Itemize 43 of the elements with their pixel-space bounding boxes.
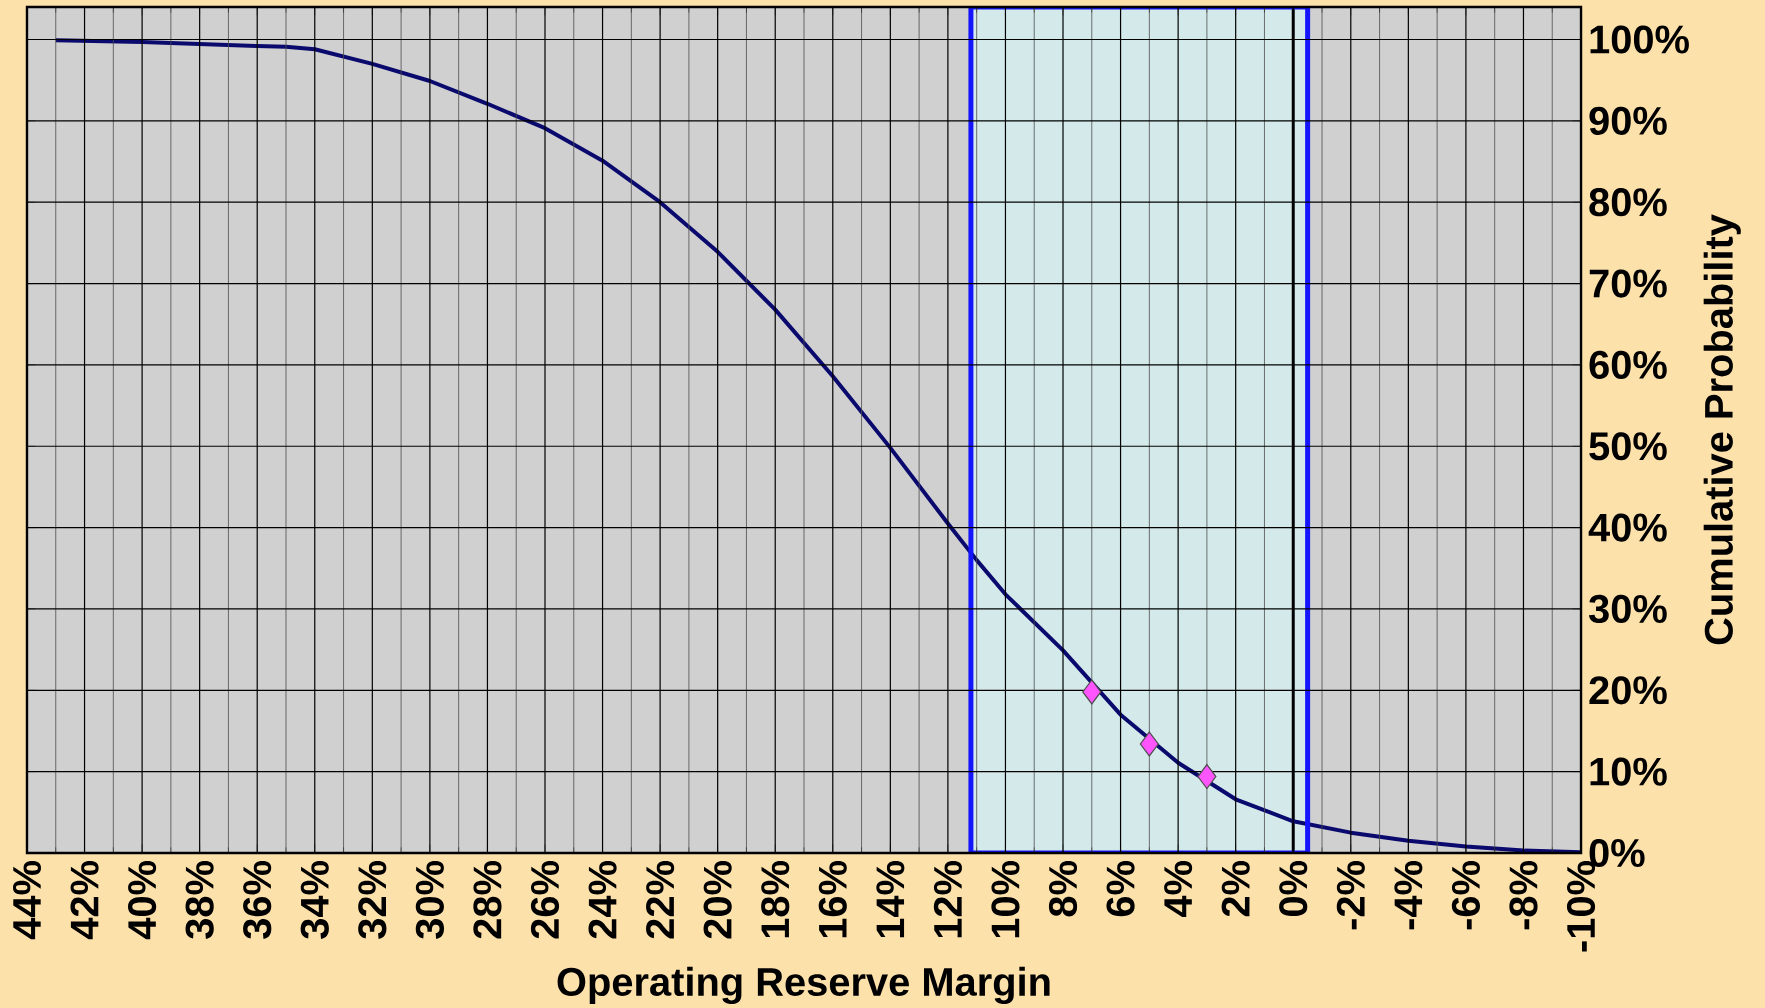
x-tick-label: 22%	[646, 861, 675, 939]
x-tick-label: -2%	[1336, 861, 1365, 930]
y-tick-label: 30%	[1588, 594, 1667, 624]
point	[1082, 679, 1102, 705]
x-axis-title: Operating Reserve Margin	[557, 966, 1050, 1005]
x-tick-label: -4%	[1394, 861, 1423, 930]
y-tick-label: 100%	[1590, 25, 1689, 54]
point	[1139, 731, 1159, 757]
x-tick-label: 32%	[358, 861, 387, 939]
x-tick-label: 40%	[128, 861, 157, 940]
x-tick-label: -6%	[1451, 861, 1480, 930]
x-tick-label: 0%	[1279, 861, 1308, 917]
x-tick-label: 38%	[185, 861, 214, 939]
x-tick-label: 44%	[12, 861, 41, 940]
y-tick-label: 90%	[1589, 106, 1667, 135]
x-tick-label: 12%	[933, 861, 962, 938]
x-tick-label: 10%	[991, 861, 1020, 938]
x-tick-label: -8%	[1509, 861, 1538, 930]
x-tick-label: 18%	[761, 861, 790, 938]
x-tick-label: 8%	[1048, 861, 1078, 917]
y-axis-title: Cumulative Probability	[1703, 214, 1741, 645]
x-tick-label: 14%	[876, 861, 905, 938]
x-tick-label: 4%	[1164, 861, 1193, 918]
point	[1197, 763, 1217, 790]
x-tick-label: 36%	[243, 861, 272, 939]
x-tick-label: 6%	[1106, 861, 1135, 917]
y-tick-label: 50%	[1589, 432, 1667, 461]
y-tick-label: 10%	[1590, 757, 1667, 786]
x-tick-label: 16%	[818, 861, 847, 938]
x-tick-label: 26%	[530, 861, 560, 939]
x-tick-label: 20%	[703, 861, 732, 939]
x-tick-label: 30%	[415, 861, 445, 939]
line-series	[53, 38, 1582, 853]
y-tick-label: 70%	[1589, 269, 1667, 298]
x-tick-label: 28%	[473, 861, 502, 939]
y-tick-label: 60%	[1589, 350, 1667, 379]
x-tick-label: 42%	[70, 861, 99, 940]
y-tick-label: 80%	[1589, 188, 1667, 217]
y-tick-label: 20%	[1589, 676, 1667, 705]
x-tick-label: 34%	[300, 861, 329, 939]
x-tick-label: 24%	[588, 861, 617, 939]
y-tick-label: 40%	[1588, 513, 1667, 542]
x-tick-label: 2%	[1221, 861, 1250, 917]
